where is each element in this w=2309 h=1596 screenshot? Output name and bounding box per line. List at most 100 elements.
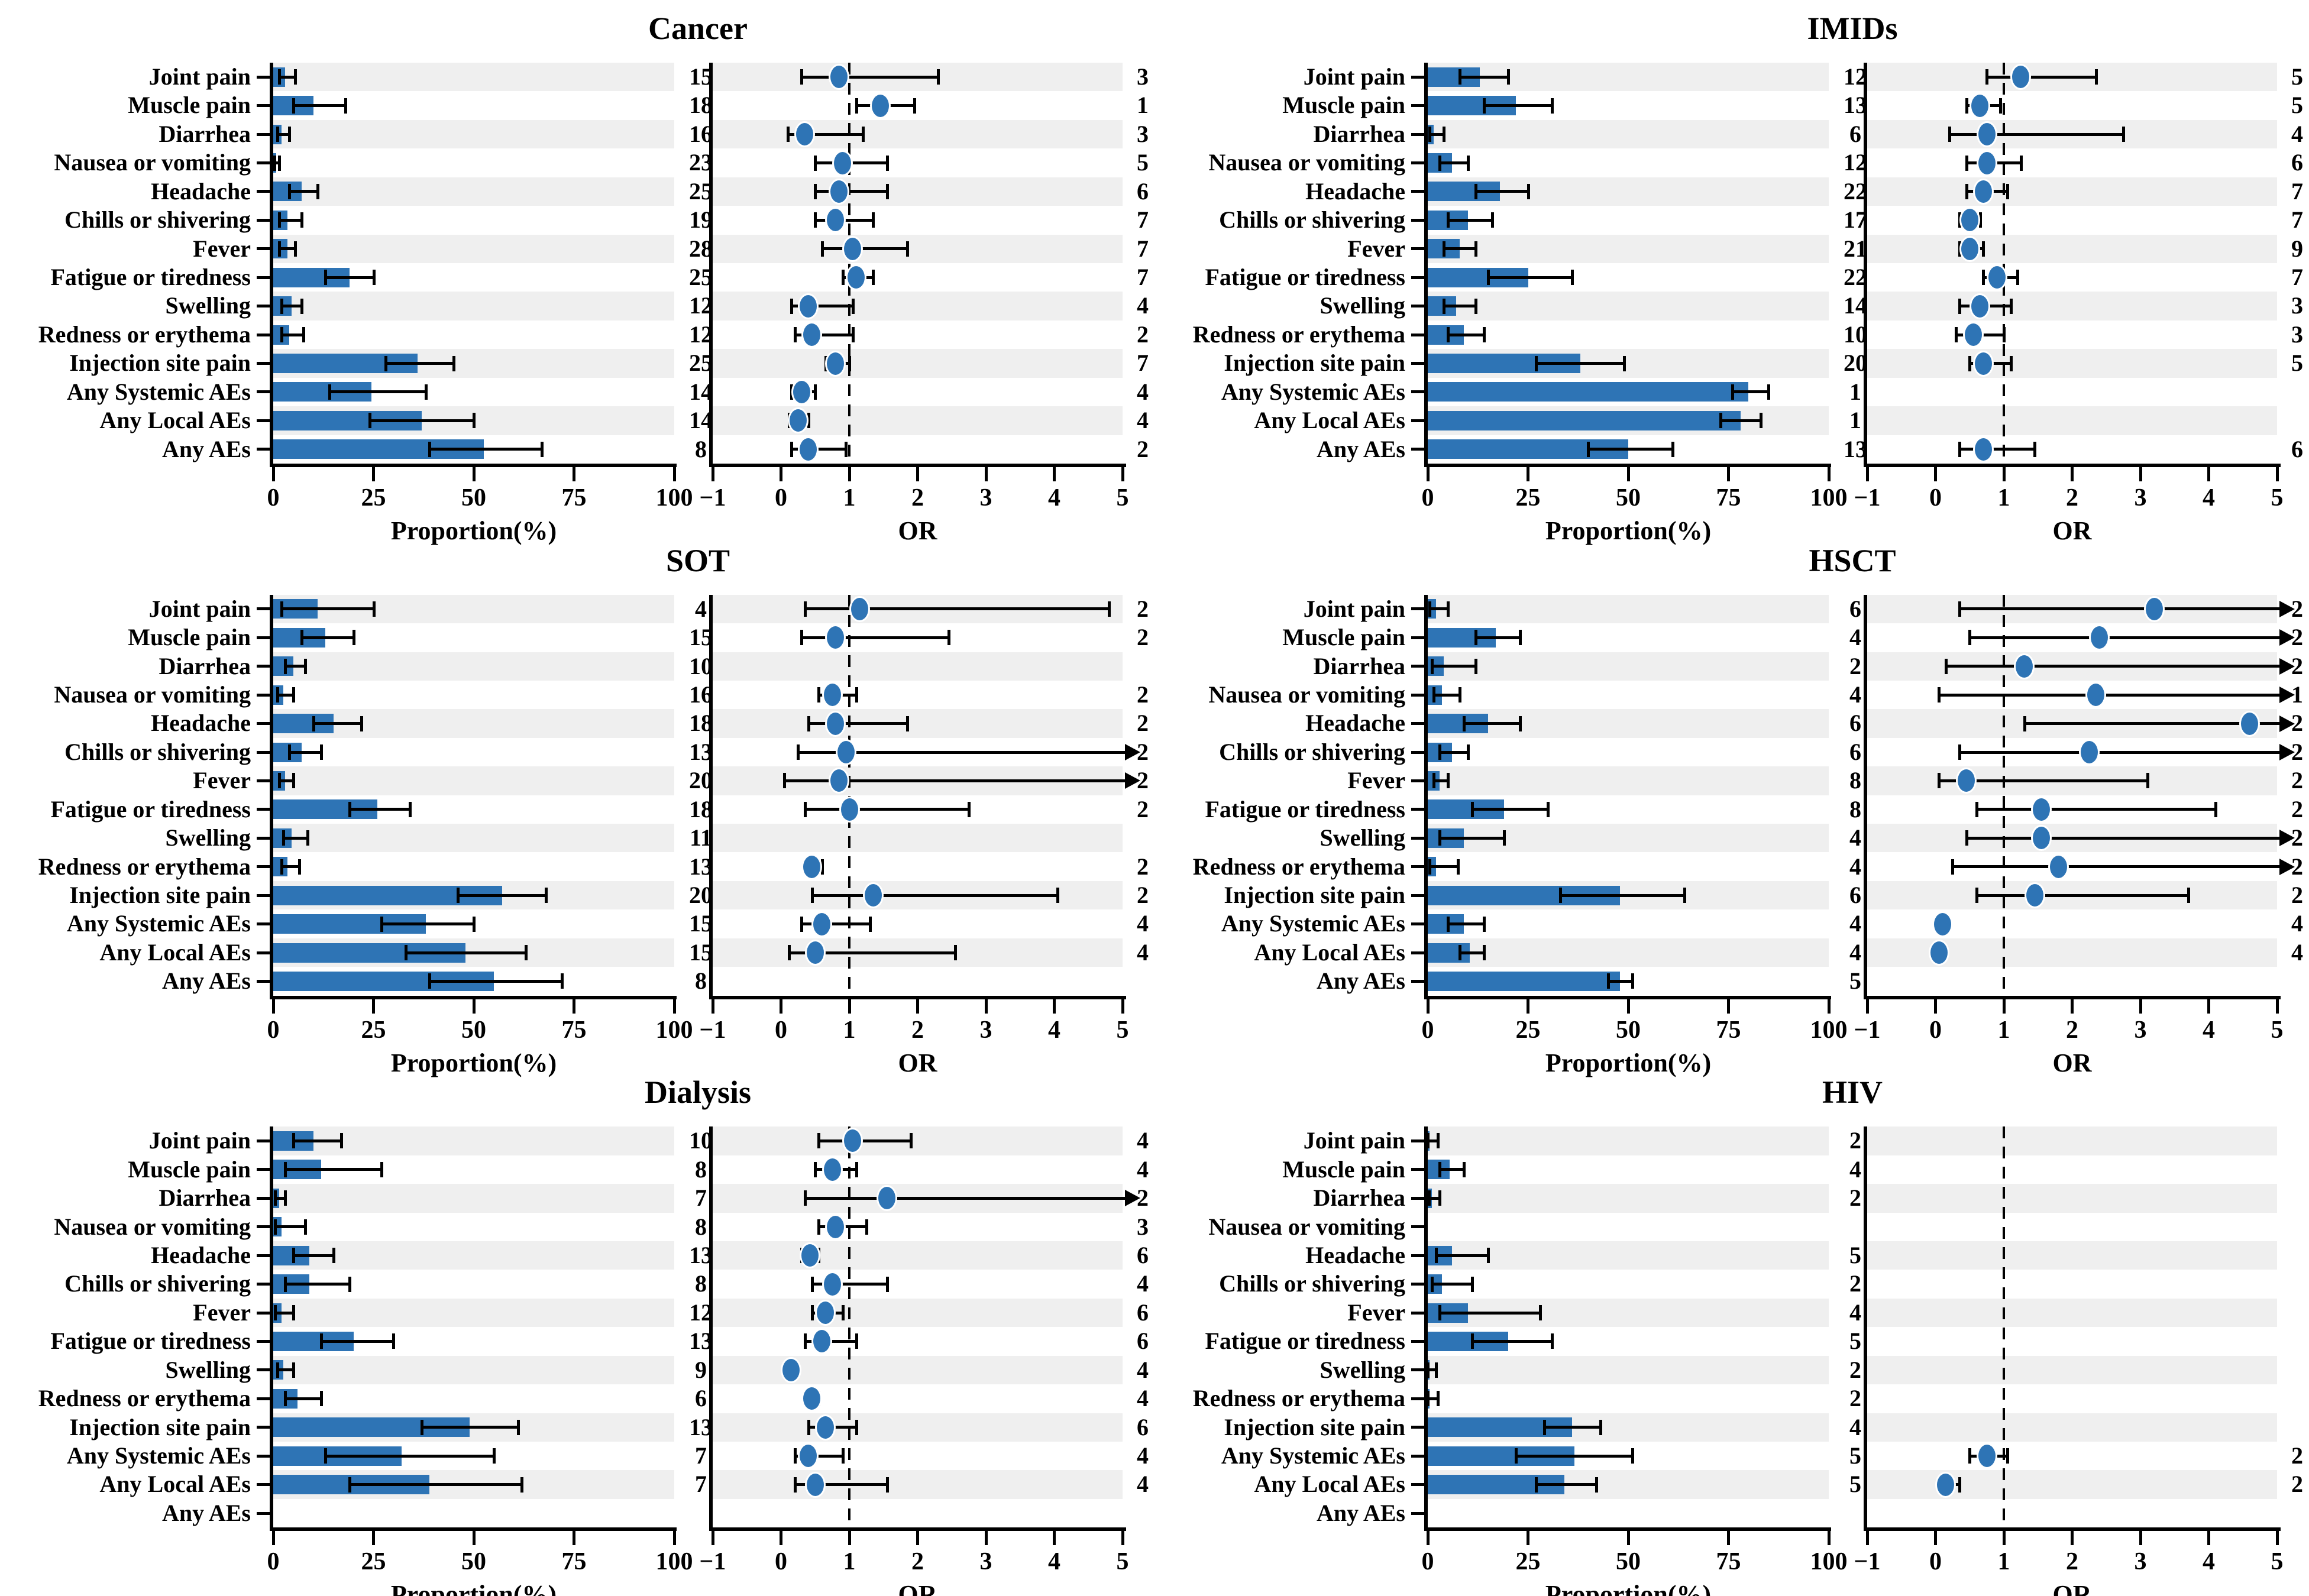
x-axis-tick-label: 1 bbox=[1997, 1548, 2010, 1576]
proportion-ci-cap bbox=[456, 888, 460, 904]
proportion-study-count: 10 bbox=[1844, 321, 1867, 348]
or-left-spine bbox=[1864, 594, 1867, 999]
proportion-study-count: 13 bbox=[689, 738, 713, 765]
proportion-ci-line bbox=[293, 104, 345, 108]
or-ci-cap bbox=[2187, 888, 2190, 904]
category-label: Fatigue or tiredness bbox=[1205, 795, 1406, 823]
proportion-ci-line bbox=[1447, 922, 1484, 926]
or-ci-cap bbox=[2023, 716, 2026, 731]
or-study-count: 2 bbox=[2291, 1471, 2303, 1498]
proportion-ci-cap bbox=[1551, 98, 1554, 114]
or-point-marker bbox=[1972, 436, 1994, 462]
x-axis-tick-label: 25 bbox=[1515, 484, 1541, 512]
y-axis-tick bbox=[257, 865, 270, 869]
or-ci-cap bbox=[906, 241, 910, 257]
category-label: Redness or erythema bbox=[38, 321, 251, 348]
proportion-ci-line bbox=[313, 722, 362, 726]
or-axis-label: OR bbox=[2052, 1580, 2092, 1596]
proportion-left-spine bbox=[270, 63, 273, 467]
y-axis-tick bbox=[257, 276, 270, 279]
or-ci-cap bbox=[790, 298, 793, 314]
proportion-ci-line bbox=[349, 1483, 522, 1487]
y-axis-tick bbox=[1411, 836, 1424, 840]
proportion-ci-cap bbox=[520, 1477, 524, 1493]
or-point-marker bbox=[791, 378, 812, 405]
row-stripe bbox=[713, 1126, 1123, 1155]
or-ci-cap bbox=[1978, 212, 1982, 228]
or-point-marker bbox=[1959, 235, 1980, 262]
or-ci-cap bbox=[1056, 888, 1060, 904]
category-label: Joint pain bbox=[148, 595, 251, 622]
proportion-ci-cap bbox=[312, 716, 315, 731]
or-left-spine bbox=[709, 63, 713, 467]
proportion-study-count: 17 bbox=[1844, 206, 1867, 234]
x-axis-tick-label: 2 bbox=[2066, 1548, 2078, 1576]
or-reference-line bbox=[2003, 63, 2005, 464]
or-point-marker bbox=[798, 293, 819, 319]
or-study-count: 2 bbox=[1137, 1184, 1149, 1212]
proportion-ci-cap bbox=[280, 601, 283, 617]
or-point-marker bbox=[839, 796, 860, 823]
row-stripe bbox=[1867, 1298, 2277, 1328]
proportion-ci-cap bbox=[292, 773, 295, 789]
x-axis-tick-label: 3 bbox=[2134, 1548, 2147, 1576]
x-axis-tick bbox=[2139, 467, 2142, 481]
proportion-ci-cap bbox=[298, 859, 302, 875]
y-axis-tick bbox=[1411, 1311, 1424, 1315]
proportion-study-count: 5 bbox=[1849, 1471, 1861, 1498]
proportion-study-count: 15 bbox=[689, 938, 713, 966]
category-label: Any Systemic AEs bbox=[1221, 378, 1405, 405]
category-label: Fatigue or tiredness bbox=[50, 1328, 251, 1355]
proportion-study-count: 2 bbox=[1849, 1184, 1861, 1212]
or-ci-cap bbox=[814, 384, 817, 400]
proportion-study-count: 13 bbox=[689, 1241, 713, 1268]
panel-title: HIV bbox=[1822, 1074, 1883, 1111]
proportion-ci-line bbox=[1608, 979, 1632, 983]
x-axis-tick bbox=[2275, 1531, 2279, 1546]
y-axis-tick bbox=[1411, 1196, 1424, 1200]
x-axis-tick-label: 2 bbox=[911, 1016, 924, 1044]
proportion-study-count: 1 bbox=[1849, 407, 1861, 434]
or-bottom-spine bbox=[1864, 464, 2281, 467]
proportion-ci-cap bbox=[288, 183, 292, 199]
category-label: Any Systemic AEs bbox=[66, 378, 251, 405]
or-point-marker bbox=[869, 92, 891, 119]
proportion-ci-cap bbox=[276, 687, 279, 703]
or-ci-cap bbox=[885, 155, 889, 171]
or-left-spine bbox=[709, 594, 713, 999]
y-axis-tick bbox=[1411, 693, 1424, 697]
x-axis-tick-label: 4 bbox=[2203, 1548, 2215, 1576]
proportion-ci-cap bbox=[1731, 384, 1735, 400]
y-axis-tick bbox=[1411, 951, 1424, 954]
category-label: Chills or shivering bbox=[64, 1270, 251, 1297]
proportion-ci-cap bbox=[278, 69, 282, 85]
or-ci-line bbox=[2024, 722, 2282, 726]
or-ci-cap bbox=[1955, 327, 1958, 343]
x-axis-tick bbox=[1727, 999, 1730, 1014]
or-study-count: 7 bbox=[2291, 177, 2303, 205]
or-ci-line bbox=[801, 636, 949, 639]
or-ci-cap bbox=[790, 441, 793, 457]
category-label: Nausea or vomiting bbox=[1208, 149, 1405, 176]
proportion-ci-cap bbox=[1547, 801, 1550, 817]
or-bottom-spine bbox=[1864, 995, 2281, 999]
proportion-study-count: 4 bbox=[1849, 1299, 1861, 1326]
proportion-study-count: 8 bbox=[695, 435, 707, 462]
x-axis-tick bbox=[2002, 1531, 2006, 1546]
or-ci-cap bbox=[947, 630, 950, 646]
proportion-ci-cap bbox=[1463, 716, 1466, 731]
x-axis-tick bbox=[372, 467, 375, 481]
x-axis-tick bbox=[780, 1531, 782, 1546]
x-axis-tick bbox=[916, 999, 919, 1014]
proportion-ci-cap bbox=[1466, 155, 1470, 171]
category-label: Any Systemic AEs bbox=[1221, 1442, 1405, 1469]
category-label: Any AEs bbox=[161, 1499, 251, 1526]
category-label: Nausea or vomiting bbox=[1208, 681, 1405, 708]
or-ci-line bbox=[1966, 836, 2282, 840]
y-axis-tick bbox=[257, 808, 270, 811]
or-study-count: 4 bbox=[1137, 407, 1149, 434]
proportion-study-count: 4 bbox=[1849, 938, 1861, 966]
proportion-ci-line bbox=[1440, 750, 1468, 754]
panel-title: Cancer bbox=[648, 11, 748, 46]
